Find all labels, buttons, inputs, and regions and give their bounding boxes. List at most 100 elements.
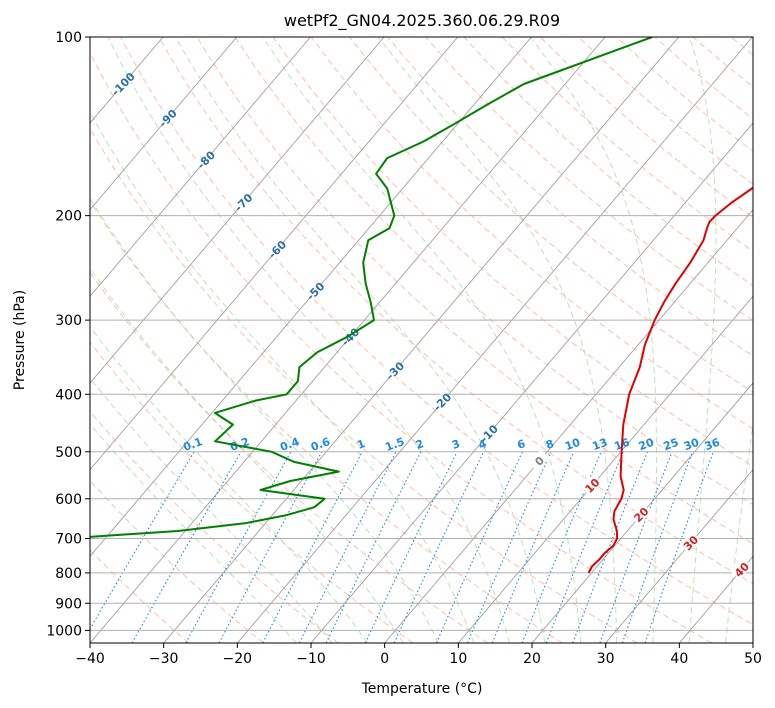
y-tick-label: 200: [55, 209, 82, 225]
dry-adiabat: [158, 37, 753, 585]
skewed-isotherm: [531, 382, 753, 643]
y-tick-label: 700: [55, 532, 82, 548]
dry-adiabat: [769, 37, 775, 643]
moist-adiabat: [90, 377, 333, 643]
chart-title: wetPf2_GN04.2025.360.06.29.R09: [284, 11, 560, 31]
mixing-ratio-label: 4: [477, 437, 489, 452]
dry-adiabat: [463, 37, 753, 287]
y-tick-label: 600: [55, 492, 82, 508]
dry-adiabat: [539, 37, 753, 219]
mixing-ratio-line: [364, 451, 458, 643]
mixing-ratio-label: 20: [637, 436, 656, 454]
moist-adiabat: [90, 423, 297, 643]
dry-adiabat: [90, 410, 339, 643]
y-tick-label: 100: [55, 30, 82, 46]
moist-adiabat: [262, 37, 582, 643]
dry-adiabat: [90, 549, 190, 643]
dry-adiabat: [272, 37, 753, 467]
isotherm-label-bg: [580, 474, 603, 496]
mixing-ratio-label: 8: [544, 437, 556, 452]
plot-frame: [89, 36, 754, 644]
mixing-ratio-line: [298, 451, 397, 643]
y-tick-label: 300: [55, 313, 82, 329]
mixing-ratio-label: 2: [414, 437, 426, 452]
isotherm-label-bg: [528, 449, 550, 471]
isotherm-label-bg: [629, 503, 652, 525]
dry-adiabat: [692, 37, 753, 88]
x-tick-label: 20: [523, 651, 541, 667]
y-tick-label: 800: [55, 566, 82, 582]
sounding-profiles: [90, 37, 753, 574]
y-tick-label: 400: [55, 387, 82, 403]
x-tick-label: −20: [223, 651, 253, 667]
x-tick-label: 0: [380, 651, 389, 667]
skewed-isotherm: [752, 642, 753, 643]
y-axis-label: Pressure (hPa): [12, 290, 28, 390]
skewed-isotherm: [90, 37, 385, 384]
x-axis-label: Temperature (°C): [361, 681, 483, 697]
mixing-ratio-label: 1: [355, 437, 367, 452]
y-tick-label: 1000: [46, 623, 82, 639]
skewed-isotherm: [457, 295, 753, 643]
moist-adiabat: [107, 37, 510, 643]
mixing-ratio-label: 1.5: [384, 435, 407, 454]
y-axis-ticks: 100 200 300 400 500 600 700 800 900 1000: [46, 30, 90, 639]
dry-adiabat: [90, 271, 488, 643]
temperature-profile-line: [587, 185, 753, 574]
dry-adiabat: [349, 37, 753, 393]
x-tick-label: 10: [449, 651, 467, 667]
mixing-ratio-line: [491, 451, 575, 643]
mixing-ratio-line: [325, 451, 422, 643]
pressure-gridlines: [90, 37, 753, 631]
dry-adiabat: [90, 51, 712, 643]
skewed-isotherm: [678, 555, 753, 643]
y-tick-label: 500: [55, 445, 82, 461]
mixing-ratio-line: [185, 451, 292, 643]
dry-adiabat: [310, 37, 753, 430]
moist-adiabat: [90, 197, 439, 643]
mixing-ratio-line: [521, 451, 602, 643]
skewed-isotherm: [90, 37, 311, 298]
x-tick-label: 50: [744, 651, 762, 667]
mixing-ratio-line: [545, 451, 624, 643]
mixing-ratio-line: [393, 451, 485, 643]
dry-adiabat: [90, 479, 264, 643]
mixing-ratio-label: 10: [563, 436, 582, 454]
dry-adiabat: [120, 37, 753, 625]
mixing-ratio-label: 25: [662, 436, 681, 453]
moist-adiabat: [90, 110, 475, 643]
isotherm-label-bg: [383, 359, 406, 381]
skewed-isotherm: [90, 37, 459, 471]
isotherm-label: -100: [109, 70, 138, 99]
mixing-ratio-label: 36: [703, 436, 722, 454]
isotherm-label-bg: [304, 279, 326, 301]
background-line-layer: [90, 37, 775, 643]
skewed-isotherm: [90, 37, 532, 558]
mixing-ratio-label: 6: [516, 437, 528, 452]
x-tick-label: −40: [75, 651, 105, 667]
skewed-isotherm: [236, 37, 753, 643]
isotherm-label-bg: [194, 148, 217, 170]
skewed-isotherm: [163, 37, 680, 643]
moist-adiabat: [725, 421, 753, 643]
mixing-ratio-label: 0.4: [278, 435, 301, 454]
skewed-isotherm: [310, 122, 753, 643]
dry-adiabat: [90, 127, 638, 643]
mixing-ratio-label: 0.2: [228, 435, 251, 454]
dry-adiabat: [90, 200, 563, 643]
mixing-ratio-line: [599, 451, 673, 643]
x-tick-label: 40: [670, 651, 688, 667]
mixing-ratio-label: 0.1: [181, 435, 204, 454]
dry-adiabat: [234, 37, 753, 506]
moist-adiabat: [175, 37, 546, 643]
mixing-ratio-line: [644, 451, 714, 643]
moist-adiabat: [90, 325, 369, 643]
isotherm-label-bg: [156, 106, 178, 129]
mixing-ratio-line: [621, 451, 694, 643]
mixing-ratio-label: 3: [450, 437, 462, 452]
mixing-ratio-line: [572, 451, 649, 643]
x-tick-label: 30: [597, 651, 615, 667]
isotherm-label-bg: [477, 422, 499, 444]
moist-adiabat: [529, 37, 658, 643]
